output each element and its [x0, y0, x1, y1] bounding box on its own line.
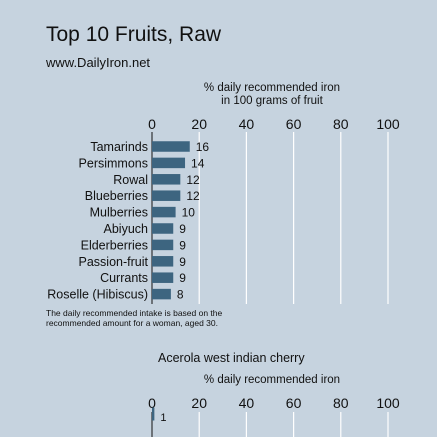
main-data-label: 8 [177, 288, 184, 302]
inset-chart-title: Acerola west indian cherry [158, 351, 305, 365]
inset-data-label: 1 [160, 412, 166, 424]
main-category-label: Mulberries [90, 206, 148, 220]
main-x-tick-label: 0 [148, 116, 156, 132]
main-x-tick-label: 80 [333, 116, 349, 132]
source-link: www.DailyIron.net [46, 55, 151, 70]
main-data-label: 10 [182, 206, 196, 220]
main-x-tick-label: 60 [286, 116, 302, 132]
main-category-label: Elderberries [81, 238, 148, 252]
inset-x-tick-label: 40 [239, 395, 255, 411]
main-bar [152, 141, 190, 152]
inset-x-tick-label: 80 [333, 395, 349, 411]
main-data-label: 9 [179, 271, 186, 285]
main-data-label: 12 [186, 189, 200, 203]
main-bar [152, 174, 181, 185]
main-bar [152, 239, 174, 251]
footnote: The daily recommended intake is based on… [46, 308, 306, 328]
main-data-label: 9 [179, 222, 186, 236]
main-data-label: 12 [186, 173, 200, 187]
main-bar [152, 157, 186, 169]
footnote-line2: recommended amount for a woman, aged 30. [46, 318, 218, 328]
main-data-label: 14 [191, 156, 205, 170]
main-bar [152, 272, 174, 283]
main-x-axis-label-line1: % daily recommended iron [203, 82, 341, 94]
main-x-axis-label: % daily recommended iron in 100 grams of… [152, 82, 392, 108]
main-category-label: Persimmons [79, 156, 148, 170]
inset-x-tick-label: 0 [148, 395, 156, 411]
main-category-label: Abiyuch [104, 222, 149, 236]
main-x-axis-label-line2: in 100 grams of fruit [221, 95, 323, 107]
footnote-line1: The daily recommended intake is based on… [46, 308, 223, 318]
main-data-label: 16 [196, 140, 210, 154]
main-data-label: 9 [179, 255, 186, 269]
inset-x-tick-label: 100 [376, 395, 400, 411]
main-category-label: Tamarinds [90, 140, 148, 154]
inset-bar [152, 407, 155, 421]
main-x-tick-label: 20 [191, 116, 207, 132]
inset-x-tick-label: 60 [286, 395, 302, 411]
main-bar [152, 256, 174, 267]
main-bar [152, 223, 174, 234]
inset-x-axis-label: % daily recommended iron [203, 374, 341, 386]
main-bar [152, 190, 181, 201]
chart-title: Top 10 Fruits, Raw [46, 23, 222, 46]
main-category-label: Currants [100, 271, 148, 285]
inset-x-tick-label: 20 [191, 395, 207, 411]
main-category-label: Roselle (Hibiscus) [47, 288, 148, 302]
main-data-label: 9 [179, 238, 186, 252]
main-category-label: Blueberries [85, 189, 148, 203]
main-x-tick-label: 40 [239, 116, 255, 132]
main-category-label: Rowal [113, 173, 148, 187]
main-bar [152, 288, 171, 300]
main-bar [152, 206, 176, 218]
main-category-label: Passion-fruit [79, 255, 149, 269]
main-x-tick-label: 100 [376, 116, 400, 132]
